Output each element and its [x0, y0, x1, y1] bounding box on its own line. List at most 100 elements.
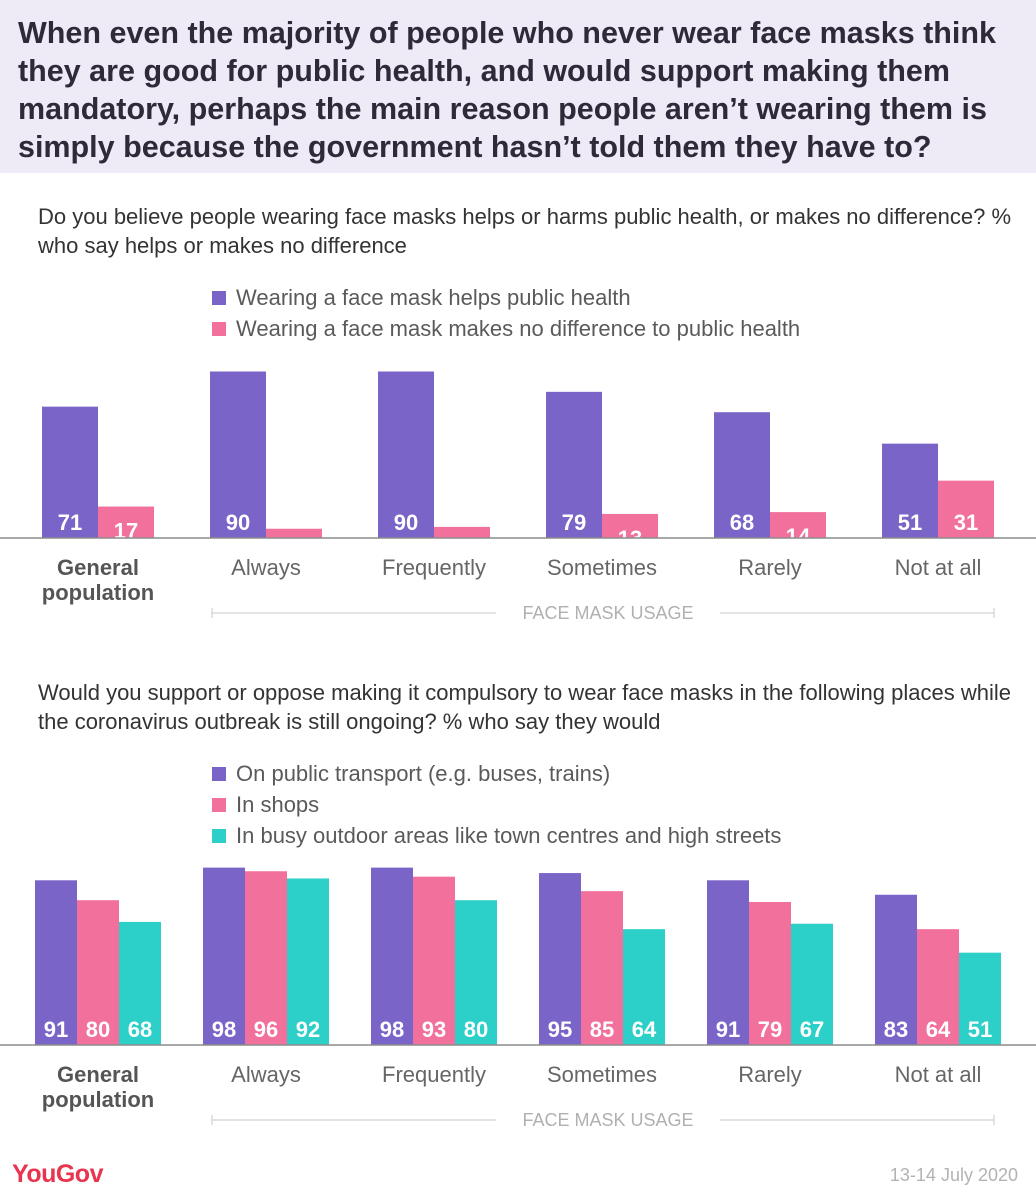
legend-label: In shops: [236, 791, 320, 817]
bar-value-label: 51: [898, 510, 922, 535]
bar-value-label: 91: [716, 1017, 740, 1042]
bar-value-label: 71: [58, 510, 82, 535]
legend-label: On public transport (e.g. buses, trains): [236, 760, 611, 786]
category-label: Sometimes: [547, 1062, 657, 1087]
bar-value-label: 31: [954, 510, 978, 535]
bar-value-label: 96: [254, 1017, 278, 1042]
bar: [98, 506, 154, 538]
bar: [959, 952, 1001, 1045]
bar-value-label: 14: [786, 524, 811, 549]
bar-value-label: 64: [632, 1017, 657, 1042]
bar: [35, 880, 77, 1045]
bar-value-label: 67: [800, 1017, 824, 1042]
bar: [210, 371, 266, 538]
bar: [287, 878, 329, 1045]
category-label: Not at all: [895, 555, 982, 580]
bar-value-label: 93: [422, 1017, 446, 1042]
legend-swatch: [212, 766, 226, 781]
bar-value-label: 64: [926, 1017, 951, 1042]
legend-item: On public transport (e.g. buses, trains): [212, 758, 1012, 789]
bar-value-label: 68: [730, 510, 754, 535]
bar: [371, 867, 413, 1045]
bar-value-label: 5: [288, 541, 300, 566]
category-label: Sometimes: [547, 555, 657, 580]
legend-swatch: [212, 290, 226, 305]
chart1-legend: Wearing a face mask helps public health W…: [212, 282, 1012, 344]
bar: [938, 480, 994, 538]
bar-value-label: 17: [114, 519, 138, 544]
legend-item: In shops: [212, 789, 1012, 820]
bar: [119, 921, 161, 1045]
category-label: Always: [231, 1062, 301, 1087]
chart1-question: Do you believe people wearing face masks…: [38, 204, 1012, 258]
chart2-legend: On public transport (e.g. buses, trains)…: [212, 758, 1012, 851]
bar: [707, 880, 749, 1045]
bar: [714, 412, 770, 538]
legend-item: In busy outdoor areas like town centres …: [212, 820, 1012, 851]
bar: [546, 391, 602, 538]
bar-value-label: 95: [548, 1017, 572, 1042]
category-label: population: [42, 1087, 154, 1112]
bar-value-label: 80: [464, 1017, 488, 1042]
legend-label: In busy outdoor areas like town centres …: [236, 822, 782, 848]
bar: [203, 867, 245, 1045]
bar: [581, 891, 623, 1045]
legend-item: Wearing a face mask helps public health: [212, 282, 1012, 313]
category-label: Frequently: [382, 1062, 486, 1087]
legend-swatch: [212, 797, 226, 812]
yougov-logo: YouGov: [12, 1160, 103, 1188]
legend-swatch: [212, 828, 226, 843]
legend-label: Wearing a face mask helps public health: [236, 284, 631, 310]
category-label: General: [57, 555, 139, 580]
bar: [245, 871, 287, 1045]
bar-value-label: 68: [128, 1017, 152, 1042]
bar-value-label: 80: [86, 1017, 110, 1042]
legend-swatch: [212, 321, 226, 336]
bar: [791, 923, 833, 1045]
bar-value-label: 51: [968, 1017, 992, 1042]
bar: [749, 902, 791, 1045]
legend-label: Wearing a face mask makes no difference …: [236, 315, 801, 341]
bar: [266, 528, 322, 538]
bar-value-label: 83: [884, 1017, 908, 1042]
group-label: FACE MASK USAGE: [522, 603, 693, 623]
legend-item: Wearing a face mask makes no difference …: [212, 313, 1012, 344]
bar: [539, 873, 581, 1045]
bar: [917, 929, 959, 1045]
bar: [882, 443, 938, 538]
bar-value-label: 92: [296, 1017, 320, 1042]
bar-value-label: 91: [44, 1017, 68, 1042]
bar: [623, 929, 665, 1045]
category-label: Rarely: [738, 1062, 802, 1087]
header-banner: When even the majority of people who nev…: [0, 0, 1036, 173]
survey-date: 13-14 July 2020: [889, 1165, 1018, 1185]
bar-value-label: 6: [456, 539, 468, 564]
bar: [770, 512, 826, 538]
bar: [455, 900, 497, 1045]
group-label: FACE MASK USAGE: [522, 1110, 693, 1130]
bar-value-label: 90: [226, 510, 250, 535]
bar: [602, 513, 658, 538]
bar: [875, 894, 917, 1045]
category-label: Always: [231, 555, 301, 580]
category-label: population: [42, 580, 154, 605]
bar: [413, 876, 455, 1045]
category-label: General: [57, 1062, 139, 1087]
headline: When even the majority of people who nev…: [18, 16, 996, 164]
bar-value-label: 85: [590, 1017, 614, 1042]
category-label: Rarely: [738, 555, 802, 580]
bar: [77, 900, 119, 1045]
category-label: Not at all: [895, 1062, 982, 1087]
bar: [378, 371, 434, 538]
bar-value-label: 98: [212, 1017, 236, 1042]
bar-value-label: 79: [562, 510, 586, 535]
bar: [42, 406, 98, 538]
category-label: Frequently: [382, 555, 486, 580]
bar: [434, 526, 490, 538]
bar-value-label: 98: [380, 1017, 404, 1042]
bar-value-label: 90: [394, 510, 418, 535]
bar-value-label: 79: [758, 1017, 782, 1042]
chart2-question: Would you support or oppose making it co…: [38, 680, 1011, 734]
